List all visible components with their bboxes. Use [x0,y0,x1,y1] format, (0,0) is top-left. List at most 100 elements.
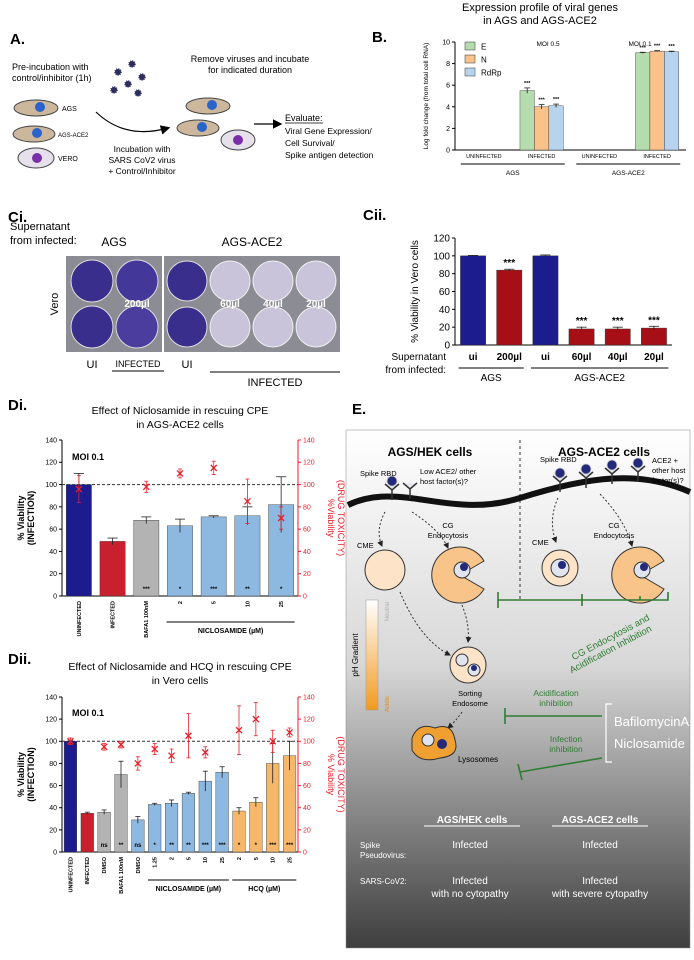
label: SARS CoV2 virus [108,155,175,165]
significance-label: ns [101,843,109,849]
significance-label: ** [119,843,124,849]
x-tick-label: 2 [169,857,175,860]
label: UI [87,359,98,371]
tick-label: 0 [446,147,450,154]
pathway-arrows [377,493,634,729]
significance-label: * [238,843,241,849]
tick-label: 40 [303,805,311,812]
virus [124,80,132,88]
significance-label: ** [245,587,250,593]
tick-label: 0 [53,849,57,856]
bar [568,328,595,346]
annotation: MOI 0.1 [628,41,652,48]
well [252,306,294,348]
toxicity-marker [201,748,209,756]
toxicity-marker [252,715,260,723]
label: Infected [582,840,618,851]
x-axis-label: from infected: [385,365,446,376]
x-tick-label: INFECTED [528,154,556,160]
legend-label: RdRp [481,69,502,78]
x-tick-label: 1.25 [153,857,159,868]
legend-swatch [464,67,476,77]
significance-label: *** [576,316,588,327]
x-tick-label: 5 [212,601,218,604]
group-label: AGS [481,373,502,384]
arrow [377,511,386,547]
tick-label: 20 [49,827,57,834]
y2-axis-label: % Viability [326,754,336,796]
well [70,259,114,303]
tick-label: 6 [446,83,450,90]
significance-label: * [280,587,283,593]
significance-label: *** [503,258,515,269]
tick-label: 100 [303,482,315,489]
label: host factor(s)? [420,477,468,486]
significance-label: *** [269,843,277,849]
tick-label: 2 [446,126,450,133]
label: Sorting [458,689,482,698]
receptor [604,467,620,484]
x-tick-label: 60µl [572,352,592,363]
tick-label: 120 [45,717,57,724]
label: Niclosamide [614,736,685,751]
bar [649,50,665,151]
virus-cluster [110,60,146,97]
tick-label: 80 [303,504,311,511]
chart-title: Expression profile of viral genes [462,2,618,14]
x-tick-label: ui [469,352,478,363]
label: INFECTED [116,359,162,369]
label: Infection [550,734,582,744]
tick-label: 60 [439,287,451,298]
label: AGS/HEK cells [437,815,508,826]
toxicity-marker [277,514,285,522]
x-tick-label: BAFA1 100nM [119,857,125,894]
nucleus [35,102,45,112]
ph-gradient-bar [365,599,379,711]
group-label: AGS-ACE2 [574,373,625,384]
tick-label: 40 [303,549,311,556]
rbd [632,457,644,469]
significance-label: *** [648,315,660,326]
tick-label: 120 [433,234,450,245]
bar [133,520,160,597]
inhibition-lines [497,592,669,781]
tick-label: 20 [303,571,311,578]
cme-vesicle [364,549,406,591]
inhibition [498,592,669,601]
x-tick-label: 25 [279,601,285,607]
annotation: MOI 0.1 [72,452,104,462]
tick-label: 0 [303,849,307,856]
label: Viral Gene Expression/ [285,126,372,136]
tick-label: 120 [45,460,57,467]
label: 20µl [306,299,326,310]
spike-rbd [386,457,644,487]
significance-label: *** [219,843,227,849]
significance-label: ns [134,843,142,849]
label: Infected [582,876,618,887]
significance-label: ** [186,843,191,849]
x-tick-label: 5 [254,857,260,860]
receptor [384,483,400,500]
well [209,306,251,348]
tick-label: 80 [303,761,311,768]
chart-title: in AGS and AGS-ACE2 [483,15,597,27]
well [70,305,114,349]
panel-label: Cii. [363,207,386,224]
y-axis-label: (INFECTION) [26,491,36,546]
tick-label: 20 [303,827,311,834]
tick-label: 100 [433,251,450,262]
x-tick-label: DMSO [102,856,108,873]
label: Endocytosis [594,531,635,540]
x-tick-label: 10 [245,601,251,607]
lysosome [411,725,457,761]
panel-label: Ci. [8,209,27,226]
toxicity-marker [75,485,83,493]
toxicity-marker [269,737,277,745]
x-tick-label: 40µl [608,352,628,363]
significance-label: ** [169,843,174,849]
bar [496,269,523,346]
tick-label: 0 [303,593,307,600]
toxicity-marker [66,737,74,745]
tick-label: 140 [45,437,57,444]
